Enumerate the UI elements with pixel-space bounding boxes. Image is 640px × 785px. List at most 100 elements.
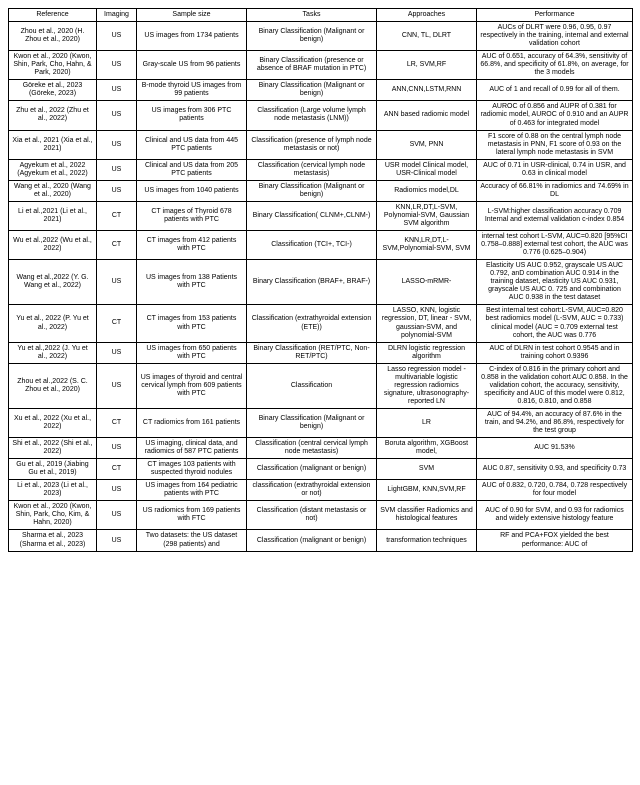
cell-perf: AUC of 0.90 for SVM, and 0.93 for radiom… [477,501,633,530]
cell-img: US [97,80,137,101]
table-row: Li et al.,2021 (Li et al., 2021)CTCT ima… [9,201,633,230]
cell-tasks: Classification (malignant or benign) [247,459,377,480]
cell-img: US [97,159,137,180]
header-sample-size: Sample size [137,9,247,22]
research-table: Reference Imaging Sample size Tasks Appr… [8,8,633,552]
cell-appr: LASSO, KNN, logistic regression, DT, lin… [377,305,477,342]
header-reference: Reference [9,9,97,22]
cell-tasks: Binary Classification (RET/PTC, Non-RET/… [247,342,377,363]
table-row: Kwon et al., 2020 (Kwon, Shin, Park, Cho… [9,501,633,530]
cell-img: CT [97,305,137,342]
cell-ref: Xu et al., 2022 (Xu et al., 2022) [9,408,97,437]
cell-tasks: Classification (distant metastasis or no… [247,501,377,530]
cell-perf: Best internal test cohort:L-SVM, AUC=0.8… [477,305,633,342]
cell-appr: LASSO-mRMR- [377,260,477,305]
cell-tasks: Binary Classification (Malignant or beni… [247,408,377,437]
cell-tasks: Binary Classification (Malignant or beni… [247,80,377,101]
cell-ref: Agyekum et al., 2022 (Agyekum et al., 20… [9,159,97,180]
table-row: Zhu et al., 2022 (Zhu et al., 2022)USUS … [9,101,633,130]
header-performance: Performance [477,9,633,22]
cell-tasks: Binary Classification( CLNM+,CLNM-) [247,201,377,230]
table-row: Yu et al., 2022 (P. Yu et al., 2022)CTCT… [9,305,633,342]
cell-tasks: classification (extrathyroidal extension… [247,480,377,501]
cell-img: US [97,130,137,159]
cell-sample: Gray-scale US from 96 patients [137,51,247,80]
cell-perf: internal test cohort L-SVM, AUC=0.820 [9… [477,231,633,260]
table-row: Xu et al., 2022 (Xu et al., 2022)CTCT ra… [9,408,633,437]
cell-ref: Xia et al., 2021 (Xia et al., 2021) [9,130,97,159]
table-row: Kwon et al., 2020 (Kwon, Shin, Park, Cho… [9,51,633,80]
table-header: Reference Imaging Sample size Tasks Appr… [9,9,633,22]
cell-tasks: Classification (extrathyroidal extension… [247,305,377,342]
cell-sample: CT images of Thyroid 678 patients with P… [137,201,247,230]
cell-perf: Elasticity US AUC 0.952, grayscale US AU… [477,260,633,305]
cell-perf: AUC of 0.832, 0.720, 0.784, 0.728 respec… [477,480,633,501]
cell-sample: CT images 103 patients with suspected th… [137,459,247,480]
cell-ref: Shi et al., 2022 (Shi et al., 2022) [9,438,97,459]
table-row: Zhou et al., 2020 (H. Zhou et al., 2020)… [9,22,633,51]
cell-appr: LR, SVM,RF [377,51,477,80]
cell-perf: AUC of 0.651, accuracy of 64.3%, sensiti… [477,51,633,80]
table-row: Wang et al.,2022 (Y. G. Wang et al., 202… [9,260,633,305]
cell-appr: SVM, PNN [377,130,477,159]
cell-sample: US imaging, clinical data, and radiomics… [137,438,247,459]
cell-ref: Yu et al., 2022 (P. Yu et al., 2022) [9,305,97,342]
cell-sample: Clinical and US data from 445 PTC patien… [137,130,247,159]
cell-sample: US images of thyroid and central cervica… [137,363,247,408]
cell-appr: SVM [377,459,477,480]
cell-img: US [97,180,137,201]
table-row: Zhou et al.,2022 (S. C. Zhou et al., 202… [9,363,633,408]
cell-tasks: Classification (malignant or benign) [247,530,377,551]
table-row: Gu et al., 2019 (Jiabing Gu et al., 2019… [9,459,633,480]
table-row: Agyekum et al., 2022 (Agyekum et al., 20… [9,159,633,180]
cell-img: US [97,342,137,363]
cell-img: CT [97,231,137,260]
cell-sample: US radiomics from 169 patients with FTC [137,501,247,530]
cell-sample: US images from 306 PTC patients [137,101,247,130]
cell-sample: US images from 138 Patients with PTC [137,260,247,305]
table-row: Li et al., 2023 (Li et al., 2023)USUS im… [9,480,633,501]
header-approaches: Approaches [377,9,477,22]
cell-perf: AUC 91.53% [477,438,633,459]
table-row: Göreke et al., 2023 (Göreke, 2023)USB-mo… [9,80,633,101]
cell-tasks: Binary Classification (presence or absen… [247,51,377,80]
cell-perf: AUC 0.87, sensitivity 0.93, and specific… [477,459,633,480]
cell-perf: AUC of 1 and recall of 0.99 for all of t… [477,80,633,101]
cell-appr: KNN,LR,DT,L-SVM, Polynomial-SVM, Gaussia… [377,201,477,230]
cell-ref: Kwon et al., 2020 (Kwon, Shin, Park, Cho… [9,51,97,80]
cell-ref: Yu et al.,2022 (J. Yu et al., 2022) [9,342,97,363]
cell-perf: F1 score of 0.88 on the central lymph no… [477,130,633,159]
table-row: Wu et al.,2022 (Wu et al., 2022)CTCT ima… [9,231,633,260]
cell-ref: Wang et al.,2022 (Y. G. Wang et al., 202… [9,260,97,305]
cell-sample: Clinical and US data from 205 PTC patien… [137,159,247,180]
cell-perf: AUC of DLRN in test cohort 0.9545 and in… [477,342,633,363]
cell-tasks: Classification (cervical lymph node meta… [247,159,377,180]
cell-img: US [97,438,137,459]
cell-perf: RF and PCA+FOX yielded the best performa… [477,530,633,551]
cell-appr: KNN,LR,DT,L-SVM,Polynomial-SVM, SVM [377,231,477,260]
cell-perf: AUROC of 0.856 and AUPR of 0.381 for rad… [477,101,633,130]
cell-ref: Wang et al., 2020 (Wang et al., 2020) [9,180,97,201]
header-tasks: Tasks [247,9,377,22]
cell-tasks: Binary Classification (Malignant or beni… [247,22,377,51]
cell-ref: Kwon et al., 2020 (Kwon, Shin, Park, Cho… [9,501,97,530]
cell-appr: DLRN logistic regression algorithm [377,342,477,363]
table-body: Zhou et al., 2020 (H. Zhou et al., 2020)… [9,22,633,552]
cell-ref: Gu et al., 2019 (Jiabing Gu et al., 2019… [9,459,97,480]
cell-sample: US images from 1734 patients [137,22,247,51]
cell-sample: US images from 650 patients with PTC [137,342,247,363]
cell-ref: Göreke et al., 2023 (Göreke, 2023) [9,80,97,101]
cell-img: US [97,51,137,80]
cell-perf: AUC of 0.71 in USR-clinical, 0.74 in USR… [477,159,633,180]
cell-img: CT [97,459,137,480]
cell-perf: AUC of 94.4%, an accuracy of 87.6% in th… [477,408,633,437]
table-row: Wang et al., 2020 (Wang et al., 2020)USU… [9,180,633,201]
cell-perf: C-index of 0.816 in the primary cohort a… [477,363,633,408]
cell-tasks: Classification (Large volume lymph node … [247,101,377,130]
cell-appr: Boruta algorithm, XGBoost model, [377,438,477,459]
cell-perf: Accuracy of 66.81% in radiomics and 74.6… [477,180,633,201]
cell-appr: transformation techniques [377,530,477,551]
cell-sample: CT images from 412 patients with PTC [137,231,247,260]
cell-sample: CT radiomics from 161 patients [137,408,247,437]
cell-ref: Zhou et al.,2022 (S. C. Zhou et al., 202… [9,363,97,408]
